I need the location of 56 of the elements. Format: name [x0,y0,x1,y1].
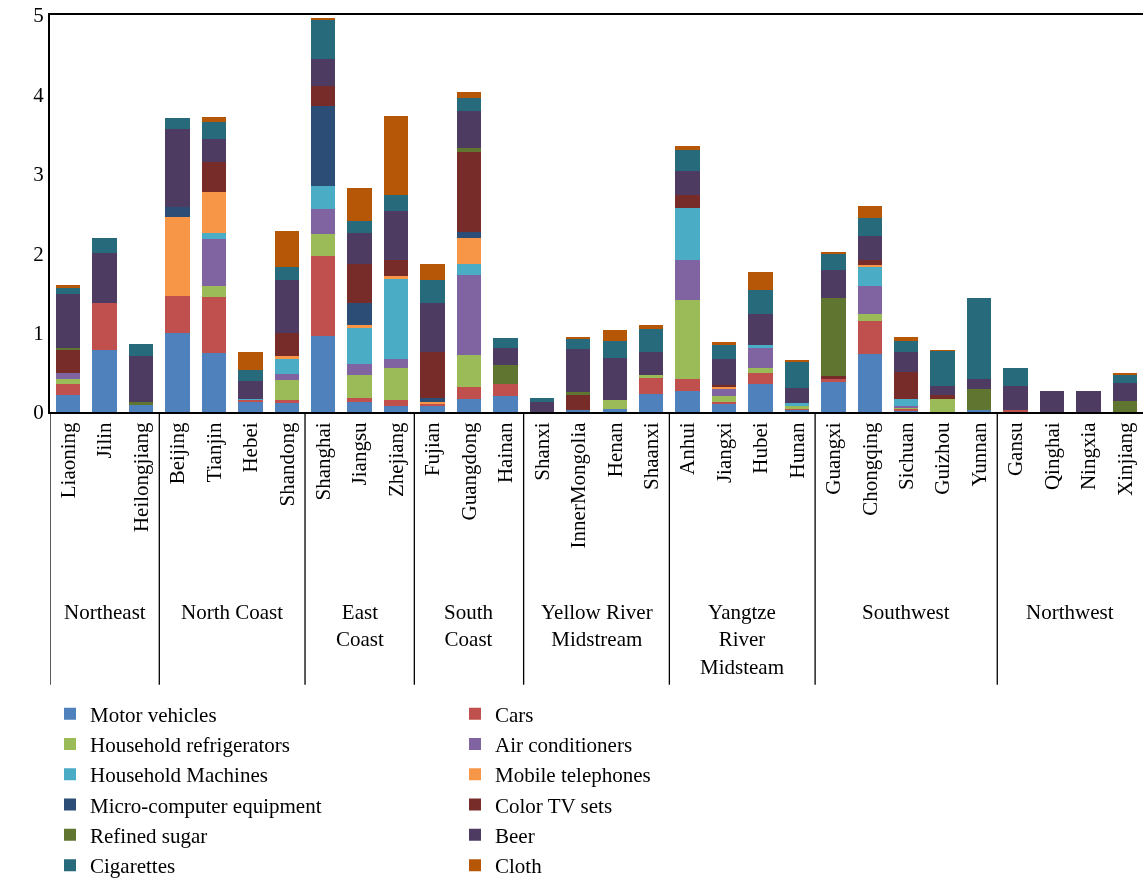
x-tick-label: Gansu [1003,421,1028,477]
x-tick-label: Hubei [748,422,773,474]
x-tick-label: Liaoning [56,421,81,499]
text: Northwest [1026,600,1114,624]
x-tick-label: Shanxi [529,422,554,481]
legend-label: Motor vehicles [90,702,217,727]
x-tick-label: Tianjin [201,421,226,483]
x-tick-label: Shanghai [311,422,336,501]
text: North Coast [181,600,284,624]
x-tick-label: InnerMongolia [566,421,591,549]
legend-label: Cars [495,702,534,727]
x-tick-label: Zhejiang [383,421,408,498]
x-tick-label: Heilongjiang [128,421,153,533]
x-tick-label: Beijing [165,421,190,485]
x-tick-label: Anhui [675,422,700,475]
legend-label: Refined sugar [90,824,208,849]
x-tick-label: Shaanxi [638,422,663,491]
x-tick-label: Guangdong [456,421,481,521]
x-tick-label: Qinghai [1039,422,1064,491]
x-tick-label: Guangxi [821,422,846,495]
x-tick-label: Ningxia [1076,421,1101,491]
y-tick-label: 4 [33,82,45,107]
x-tick-label: Jiangsu [347,421,372,486]
text: Northeast [64,600,146,624]
x-tick-label: Henan [602,421,627,478]
x-tick-label: Sichuan [894,421,919,491]
x-tick-label: Fujian [420,421,445,477]
x-tick-label: Jilin [92,421,117,459]
legend-label: Cloth [495,854,543,879]
x-tick-label: Shandong [274,421,299,507]
y-tick-label: 3 [33,162,44,187]
text: Southwest [862,600,950,624]
y-tick-label: 2 [33,241,44,266]
x-tick-label: Yunnan [966,421,991,487]
x-tick-label: Chongqing [857,421,882,516]
x-tick-label: Hebei [238,422,263,473]
text: Yangtze River Midsteam [700,600,784,679]
text: East Coast [336,600,384,652]
x-tick-label: Hunan [784,421,809,479]
x-tick-label: Hainan [493,421,518,484]
text: Yellow River Midstream [541,600,653,652]
legend-label: Beer [495,824,535,849]
legend-label: Cigarettes [90,854,176,879]
y-tick-label: 5 [33,3,44,28]
x-tick-label: Guizhou [930,421,955,495]
legend-label: Color TV sets [495,793,613,818]
y-tick-label: 0 [33,400,44,425]
text: South Coast [444,600,494,652]
y-tick-label: 1 [33,320,44,345]
legend-label: Micro-computer equipment [90,793,322,818]
legend-label: Household Machines [90,763,268,788]
x-tick-label: Jiangxi [711,422,736,484]
x-tick-label: Xinjiang [1112,421,1137,496]
legend-label: Air conditioners [495,733,633,758]
legend-label: Household refrigerators [90,733,291,758]
legend-label: Mobile telephones [495,763,651,788]
